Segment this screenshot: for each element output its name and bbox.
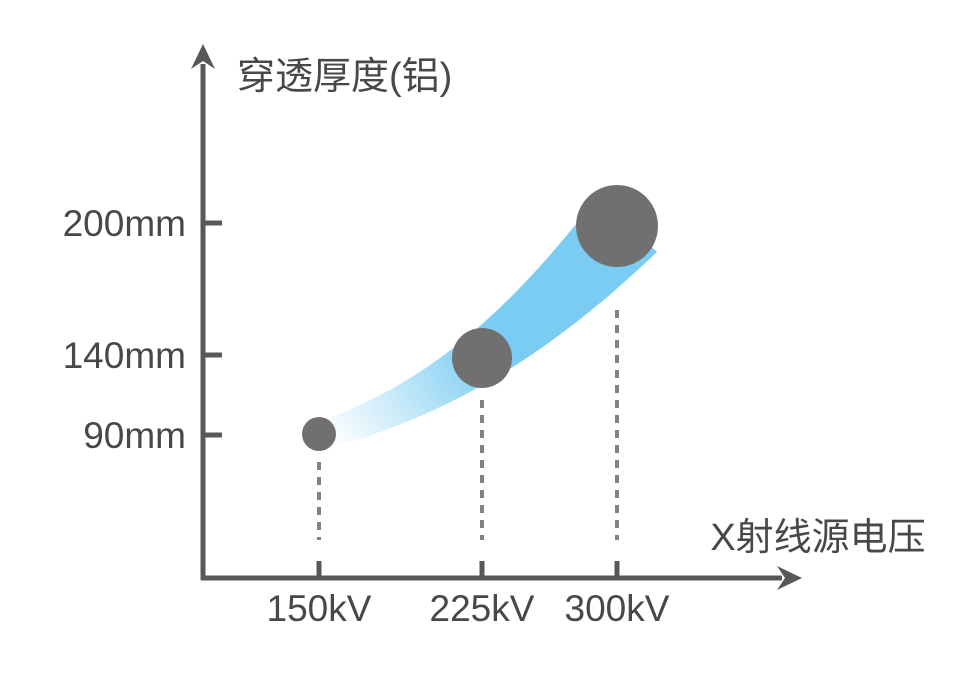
y-tick-label-200mm: 200mm: [63, 203, 186, 244]
x-tick-label-225kV: 225kV: [430, 588, 535, 629]
x-axis-arrow-icon: [777, 566, 802, 590]
data-point-150kV-90mm: [302, 417, 336, 451]
y-tick-label-90mm: 90mm: [83, 415, 186, 456]
data-point-225kV-140mm: [452, 328, 512, 388]
data-point-300kV-200mm: [576, 185, 658, 267]
y-axis-title: 穿透厚度(铝): [237, 56, 452, 98]
y-tick-label-140mm: 140mm: [63, 335, 186, 376]
trend-band: [322, 196, 657, 449]
y-axis-arrow-icon: [191, 44, 215, 69]
x-axis-title: X射线源电压: [710, 517, 925, 559]
x-tick-label-150kV: 150kV: [267, 588, 372, 629]
x-tick-label-300kV: 300kV: [565, 588, 670, 629]
